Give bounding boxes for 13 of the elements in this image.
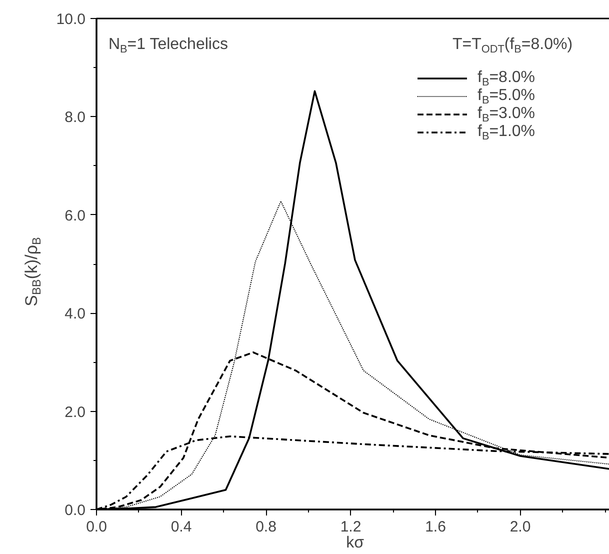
x-axis-title: kσ xyxy=(346,534,364,552)
y-tick-label: 0.0 xyxy=(64,502,86,519)
y-tick-label: 8.0 xyxy=(64,109,86,126)
y-tick-label: 10.0 xyxy=(56,11,86,28)
y-tick-label: 6.0 xyxy=(64,207,86,224)
x-tick-label: 1.2 xyxy=(340,518,362,536)
x-tick-label: 0.4 xyxy=(170,518,192,536)
x-tick-label: 0.0 xyxy=(86,518,107,536)
x-tick-label: 0.8 xyxy=(256,518,276,536)
x-tick-label: 1.6 xyxy=(425,518,446,536)
y-tick-label: 2.0 xyxy=(64,404,86,421)
y-tick-label: 4.0 xyxy=(64,306,86,323)
x-tick-label: 2.0 xyxy=(510,518,531,536)
